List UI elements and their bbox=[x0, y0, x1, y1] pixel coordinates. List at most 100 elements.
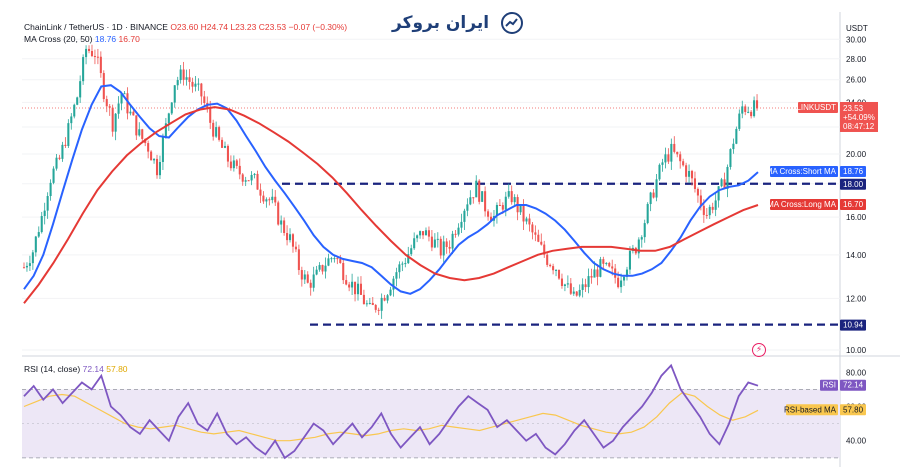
candle bbox=[259, 183, 262, 203]
candle bbox=[132, 110, 135, 116]
candle bbox=[294, 241, 297, 253]
tag-ma-long-name-bg bbox=[770, 198, 838, 210]
candle-body bbox=[546, 254, 549, 265]
candle-body bbox=[40, 216, 43, 233]
candle-body bbox=[422, 231, 425, 236]
candle-body bbox=[120, 93, 123, 104]
tag-ma-short-value: 18.76 bbox=[840, 166, 866, 178]
candle-body bbox=[55, 157, 58, 169]
candle bbox=[543, 240, 546, 258]
candle-body bbox=[708, 206, 711, 216]
candle-body bbox=[525, 218, 528, 222]
candle-body bbox=[522, 206, 525, 222]
rsi-legend[interactable]: RSI (14, close) 72.14 57.80 bbox=[24, 364, 128, 374]
candle-body bbox=[451, 233, 454, 249]
candle bbox=[380, 293, 383, 319]
candle bbox=[714, 192, 717, 217]
candle bbox=[708, 204, 711, 219]
candle bbox=[309, 279, 312, 296]
candle-body bbox=[259, 189, 262, 196]
candle bbox=[55, 153, 58, 171]
candle bbox=[537, 229, 540, 243]
candle bbox=[43, 202, 46, 225]
candle-body bbox=[235, 160, 238, 166]
tag-rsi-ma-name: RSI-based MA bbox=[784, 404, 838, 416]
candle-body bbox=[602, 259, 605, 264]
tag-ma-short-value-bg bbox=[840, 166, 866, 178]
tag-rsi-name-bg bbox=[820, 379, 838, 391]
candle-body bbox=[430, 236, 433, 248]
candle bbox=[679, 151, 682, 169]
candle-body bbox=[167, 113, 170, 124]
candle-body bbox=[247, 180, 250, 182]
candle-body bbox=[622, 276, 626, 281]
y-tick-label: 16.00 bbox=[846, 213, 867, 222]
candle bbox=[404, 257, 407, 268]
candle-body bbox=[717, 186, 720, 201]
candle-body bbox=[191, 81, 194, 87]
candle bbox=[34, 235, 37, 257]
candle-body bbox=[271, 196, 274, 201]
candle-body bbox=[179, 69, 182, 81]
candle-body bbox=[49, 182, 52, 197]
symbol-header[interactable]: ChainLink / TetherUS · 1D · BINANCE O23.… bbox=[24, 22, 347, 32]
candle-body bbox=[241, 174, 244, 182]
candle bbox=[688, 164, 691, 184]
candle bbox=[472, 197, 475, 204]
candle-body bbox=[404, 263, 407, 265]
candle-body bbox=[531, 224, 534, 233]
candle-body bbox=[688, 170, 691, 177]
candle-body bbox=[356, 283, 360, 295]
tag-ma-long-value-bg bbox=[840, 198, 866, 210]
candle bbox=[581, 278, 584, 298]
candle-body bbox=[625, 269, 629, 277]
candle-body bbox=[253, 173, 256, 175]
candle-body bbox=[566, 283, 569, 285]
candle-body bbox=[439, 238, 442, 256]
candle bbox=[108, 104, 111, 116]
candle-body bbox=[489, 216, 493, 221]
candle bbox=[481, 191, 484, 203]
candle-body bbox=[664, 154, 667, 163]
candle bbox=[519, 206, 522, 215]
candle-body bbox=[354, 281, 357, 295]
lightning-icon[interactable]: ⚡ bbox=[752, 343, 766, 357]
candle bbox=[489, 212, 493, 221]
candle bbox=[416, 234, 419, 243]
candle bbox=[507, 183, 510, 199]
candle-body bbox=[129, 111, 132, 114]
candle bbox=[454, 230, 457, 238]
candle bbox=[555, 269, 558, 277]
candle bbox=[271, 188, 274, 204]
candle-body bbox=[182, 69, 185, 80]
candle bbox=[188, 69, 191, 90]
candle bbox=[693, 171, 697, 193]
candle bbox=[729, 148, 732, 170]
candle-body bbox=[528, 218, 531, 225]
candle-body bbox=[448, 246, 451, 249]
candle-body bbox=[294, 246, 297, 250]
candle bbox=[123, 90, 126, 95]
candle-body bbox=[342, 262, 345, 281]
candle bbox=[469, 190, 472, 206]
candle bbox=[410, 244, 413, 257]
ma-legend[interactable]: MA Cross (20, 50) 18.76 16.70 bbox=[24, 34, 140, 44]
candle-body bbox=[380, 297, 383, 311]
candle-body bbox=[212, 122, 215, 137]
candle bbox=[203, 90, 206, 107]
candle bbox=[96, 48, 99, 65]
candle bbox=[253, 173, 256, 179]
candle bbox=[238, 158, 241, 180]
candle bbox=[546, 251, 549, 268]
candle-body bbox=[584, 284, 587, 288]
candle-body bbox=[560, 278, 563, 286]
candle-body bbox=[673, 143, 676, 152]
candle-body bbox=[164, 123, 167, 137]
candle bbox=[105, 95, 108, 113]
candle-body bbox=[351, 281, 354, 288]
candle bbox=[158, 155, 162, 180]
rsi-tick-label: 40.00 bbox=[846, 437, 867, 446]
candle bbox=[362, 289, 365, 305]
tag-ma-short-name-text: MA Cross:Short MA bbox=[766, 167, 837, 176]
